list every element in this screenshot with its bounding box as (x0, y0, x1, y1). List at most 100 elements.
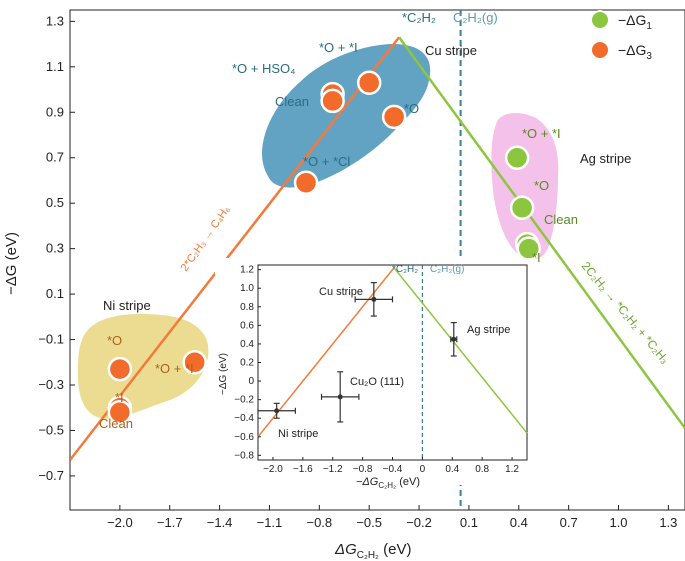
inset-y-tick-label: 1.0 (240, 283, 254, 294)
inset-x-axis-title: −ΔGC₂H₂ (eV) (356, 476, 420, 490)
inset-y-tick-label: −0.2 (234, 395, 254, 406)
main-point-orange (182, 350, 207, 375)
label-ag-clean: Clean (544, 212, 578, 227)
top-label-gas: C₂H₂(g) (453, 10, 498, 25)
main-y-tick-label: 0.7 (46, 150, 64, 165)
cu-stripe-label: Cu stripe (425, 43, 477, 58)
cu-stripe-region (262, 43, 431, 188)
main-x-tick-label: −0.5 (356, 515, 382, 530)
inset-point (337, 394, 343, 400)
inset-y-axis-title: −ΔG (eV) (218, 353, 229, 395)
inset-point (274, 408, 280, 414)
inset-y-tick-label: 1.2 (240, 265, 254, 276)
inset-x-tick-label: 0.4 (445, 464, 459, 475)
main-x-tick-label: 0.1 (460, 515, 478, 530)
legend-label-orange: −ΔG3 (618, 42, 652, 62)
main-y-tick-label: 0.5 (46, 195, 64, 210)
main-point-green (504, 145, 530, 170)
main-x-tick-label: −2.0 (107, 515, 133, 530)
legend-marker-orange (590, 40, 610, 60)
main-y-tick-label: −0.1 (38, 332, 64, 347)
ni-stripe-label: Ni stripe (103, 298, 151, 313)
main-x-tick-label: −0.8 (306, 515, 332, 530)
inset-x-tick-label: 0 (420, 464, 426, 475)
main-x-tick-label: 1.3 (659, 515, 677, 530)
legend: −ΔG1 −ΔG3 (590, 10, 652, 62)
green-trend-line (398, 36, 685, 429)
main-data-points (107, 70, 542, 425)
main-x-tick-label: 0.4 (510, 515, 528, 530)
inset-green-line (393, 267, 528, 434)
inset-y-tick-label: 0.6 (240, 320, 254, 331)
main-x-tick-label: −1.4 (207, 515, 233, 530)
main-y-tick-label: −0.5 (38, 422, 64, 437)
main-y-tick-label: −0.7 (38, 468, 64, 483)
inset-y-tick-label: 0.8 (240, 302, 254, 313)
inset-x-tick-label: −0.8 (353, 464, 373, 475)
main-point-orange (320, 88, 345, 114)
label-ag-o-i: *O + *I (522, 126, 561, 141)
main-y-tick-label: 1.3 (46, 13, 64, 28)
label-ag-o: *O (534, 178, 549, 193)
inset-x-tick-label: −0.4 (383, 464, 403, 475)
main-y-tick-label: −0.3 (38, 377, 64, 392)
main-point-orange (293, 170, 319, 195)
label-cu-o-i: *O + *I (319, 40, 358, 55)
label-ni-i: *I (115, 390, 124, 405)
inset-point (371, 296, 377, 302)
label-cu-o-hso4: *O + HSO₄ (232, 61, 295, 76)
inset-label-cu-stripe: Cu stripe (319, 286, 363, 298)
legend-marker-green (590, 10, 610, 30)
main-point-orange (107, 400, 133, 425)
inset-y-tick-label: −0.6 (234, 432, 254, 443)
inset-x-tick-label: −1.2 (323, 464, 343, 475)
inset-orange-line (257, 267, 395, 438)
inset-y-tick-label: 0.2 (240, 358, 254, 369)
inset-x-tick-label: 1.2 (505, 464, 519, 475)
inset-label-ag-stripe: Ag stripe (467, 324, 510, 336)
main-y-tick-label: 0.1 (46, 286, 64, 301)
label-cu-o: *O (404, 101, 419, 116)
inset-point (451, 336, 457, 342)
main-point-orange (107, 356, 133, 382)
inset-label-ni-stripe: Ni stripe (278, 428, 318, 440)
label-ni-o-i: *O + *I (155, 361, 194, 376)
main-point-labels: *O + *I *O + HSO₄ Clean *O *O + *Cl *O +… (99, 40, 578, 431)
main-y-tick-label: 0.3 (46, 241, 64, 256)
main-point-orange (356, 70, 382, 95)
inset-y-tick-label: 0 (248, 376, 254, 387)
inset-y-tick-label: 0.4 (240, 339, 254, 350)
inset-top-label-adsorbed: *C₂H₂ (392, 264, 418, 275)
ag-stripe-label: Ag stripe (580, 151, 631, 166)
inset-label-cu2o: Cu₂O (111) (350, 376, 404, 388)
main-axes: −2.0 −1.7 −1.4 −1.1 −0.8 −0.5 −0.2 0.1 0.4 0.7 1.0… (38, 13, 677, 530)
top-label-adsorbed: *C₂H₂ (402, 10, 436, 25)
label-cu-o-cl: *O + *Cl (303, 154, 350, 169)
inset-y-tick-label: −0.4 (234, 413, 254, 424)
main-x-axis-title: ΔGC₂H₂ (eV) (334, 541, 411, 561)
orange-trend-line (70, 36, 401, 461)
main-x-tick-label: 0.7 (560, 515, 578, 530)
main-x-tick-label: −0.2 (406, 515, 432, 530)
main-y-axis-title: −ΔG (eV) (3, 232, 20, 295)
inset-x-tick-label: 0.8 (475, 464, 489, 475)
label-ag-i: *I (532, 250, 541, 265)
main-x-tick-label: −1.7 (157, 515, 183, 530)
main-x-tick-label: −1.1 (257, 515, 283, 530)
main-y-tick-label: 0.9 (46, 104, 64, 119)
label-ni-clean: Clean (99, 416, 133, 431)
inset-x-tick-label: −1.6 (293, 464, 313, 475)
main-regions (78, 43, 559, 419)
main-x-tick-label: 1.0 (609, 515, 627, 530)
main-point-green (509, 195, 535, 220)
inset-axes: −2.0 −1.6 −1.2 −0.8 −0.4 0 0.4 0.8 1.2 1.2 1.0 0.8 0… (234, 265, 519, 475)
inset-top-label-gas: C₂H₂(g) (430, 264, 464, 275)
inset-x-tick-label: −2.0 (263, 464, 283, 475)
label-cu-clean: Clean (275, 94, 309, 109)
main-point-orange (381, 104, 407, 130)
inset-data-points (257, 282, 458, 423)
inset-y-tick-label: −0.8 (234, 450, 254, 461)
main-y-tick-label: 1.1 (46, 59, 64, 74)
label-ni-o: *O (107, 333, 122, 348)
